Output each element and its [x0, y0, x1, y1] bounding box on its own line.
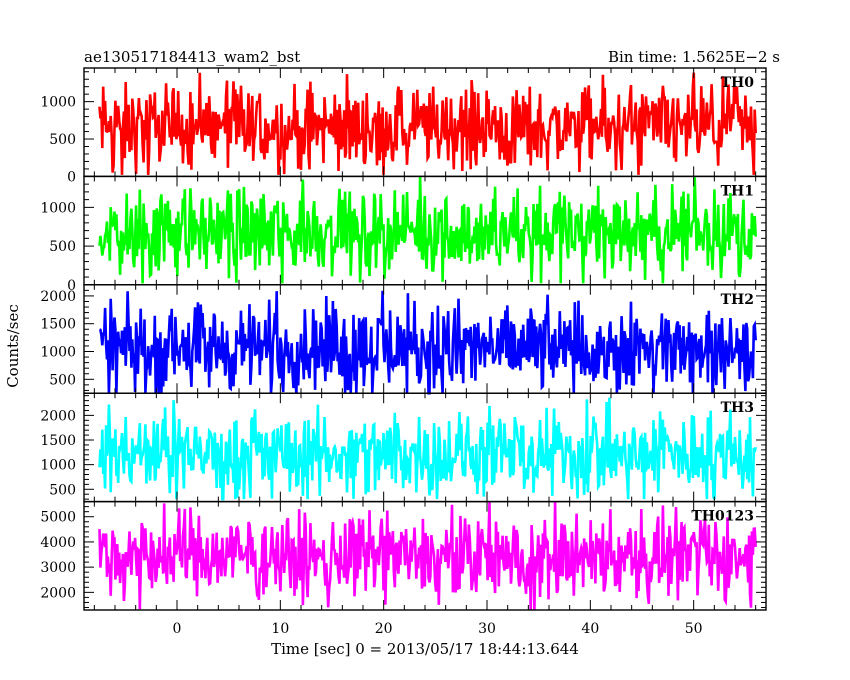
- y-tick-label: 500: [49, 372, 76, 388]
- x-tick-label: 30: [478, 621, 496, 637]
- x-tick-label: 50: [685, 621, 703, 637]
- x-tick-label: 0: [173, 621, 182, 637]
- series-trace-th2: [98, 290, 757, 395]
- y-tick-label: 0: [67, 169, 76, 185]
- y-tick-label: 1000: [40, 458, 76, 474]
- panel-label-th0123: TH0123: [691, 509, 754, 525]
- series-trace-th0: [98, 72, 757, 175]
- panel-th0123: 2000 3000 4000 5000 TH0123: [40, 500, 767, 611]
- x-axis-label: Time [sec] 0 = 2013/05/17 18:44:13.644: [271, 640, 579, 658]
- y-tick-label: 2000: [40, 585, 76, 601]
- series-trace-th0123: [98, 501, 757, 611]
- y-tick-label: 2000: [40, 289, 76, 305]
- plot-title: ae130517184413_wam2_bst: [84, 48, 300, 66]
- x-tick-label: 40: [581, 621, 599, 637]
- x-tick-label: 10: [271, 621, 289, 637]
- y-tick-label: 0: [67, 278, 76, 294]
- y-tick-label: 5000: [40, 510, 76, 526]
- panel-label-th3: TH3: [721, 400, 754, 416]
- panels: 0 500 1000 TH0 0 500 1000 TH1 500 1000 1500 2000 TH2…: [40, 67, 767, 611]
- y-tick-label: 1500: [40, 433, 76, 449]
- y-tick-label: 4000: [40, 535, 76, 551]
- panel-th2: 500 1000 1500 2000 TH2: [40, 284, 767, 395]
- bin-time-label: Bin time: 1.5625E−2 s: [608, 48, 780, 66]
- panel-label-th2: TH2: [721, 292, 754, 308]
- y-tick-label: 1500: [40, 317, 76, 333]
- x-tick-label: 20: [375, 621, 393, 637]
- x-tick-labels: 0 10 20 30 40 50: [173, 621, 703, 637]
- y-tick-label: 1000: [40, 200, 76, 216]
- y-tick-label: 2000: [40, 408, 76, 424]
- y-tick-label: 500: [49, 132, 76, 148]
- panel-th0: 0 500 1000 TH0: [40, 67, 767, 185]
- series-trace-th1: [98, 176, 757, 284]
- panel-label-th0: TH0: [721, 75, 755, 91]
- series-trace-th3: [98, 397, 757, 501]
- y-tick-label: 1000: [40, 95, 76, 111]
- y-axis-label: Counts/sec: [4, 304, 22, 388]
- y-tick-label: 500: [49, 239, 76, 255]
- y-tick-label: 1000: [40, 345, 76, 361]
- y-tick-label: 3000: [40, 560, 76, 576]
- panel-th3: 500 1000 1500 2000 TH3: [40, 392, 767, 503]
- y-tick-label: 500: [49, 482, 76, 498]
- panel-label-th1: TH1: [721, 183, 754, 199]
- panel-th1: 0 500 1000 TH1: [40, 175, 767, 294]
